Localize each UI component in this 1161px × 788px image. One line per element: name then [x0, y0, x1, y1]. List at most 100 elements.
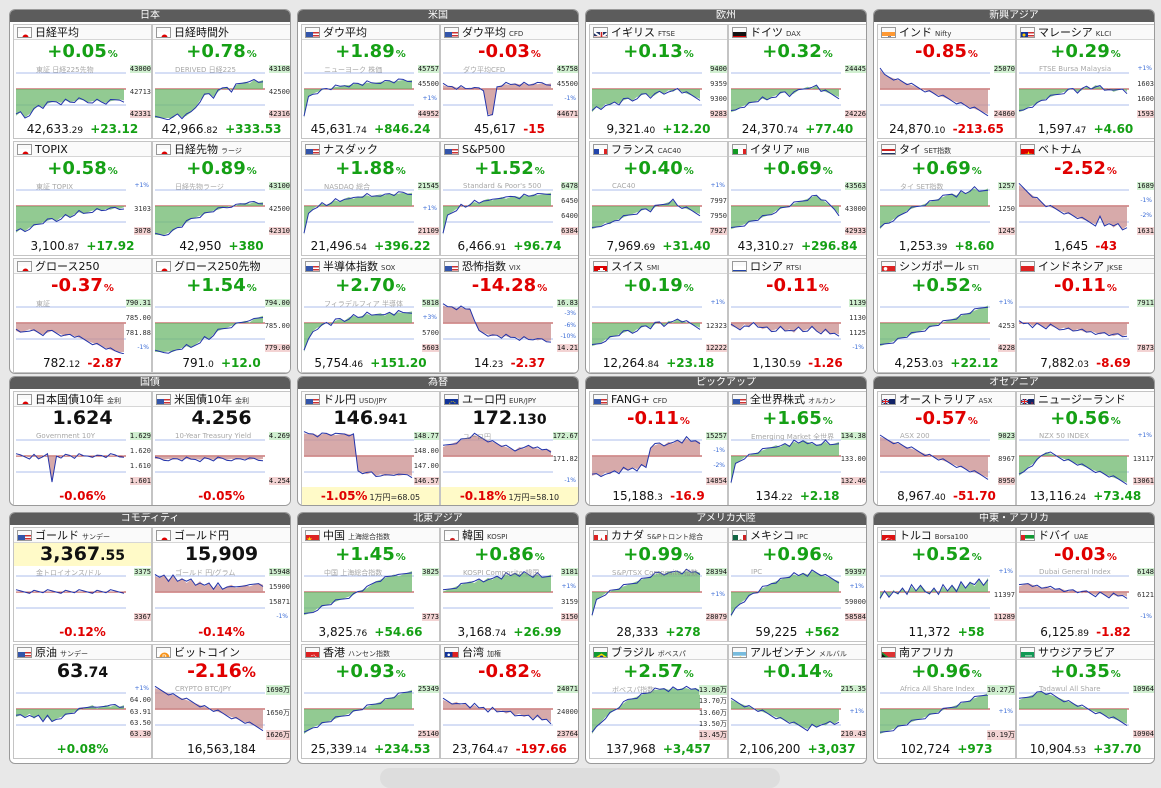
chart-watermark: ダウ平均CFD — [463, 66, 506, 74]
market-tile[interactable]: アルゼンチン メルバル 215.35 +1% 210.43 +0.14% 2,106,200… — [728, 644, 866, 759]
percent-sign: % — [530, 49, 541, 60]
market-tile[interactable]: サウジアラビア 10964 10904 +0.35% 10,904.53 +37.70 T… — [1016, 644, 1154, 759]
market-tile[interactable]: 恐怖指数 VIX 16.83 -3% -6% -10% 14.21 -14.28% 14.23 … — [440, 258, 578, 373]
change-percent: -0.11% — [590, 407, 727, 430]
y-axis-label: 6148 — [1137, 568, 1154, 576]
market-tile[interactable]: S&P500 6478 6450 6400 6384 +1.52% 6,466.91 +96… — [440, 141, 578, 256]
chart-area-box: 43108 42500 42316 — [153, 63, 290, 120]
market-tile[interactable]: シンガポール STI +1% 4253 4228 +0.52% 4,253.03 +22.1… — [877, 258, 1016, 373]
market-tile[interactable]: 全世界株式 オルカン 134.38 133.00 132.46 +1.65% 134.22 … — [728, 391, 866, 505]
market-tile[interactable]: TOPIX +1% 3103 3078 +0.58% 3,100.87 +17.92 東証 … — [13, 141, 152, 256]
y-axis-label: 6384 — [561, 227, 578, 235]
market-tile[interactable]: ベトナム 1689 -1% -2% 1631 -2.52% 1,645 -43 — [1016, 141, 1154, 256]
market-tile[interactable]: グロース250 790.31 785.00 781.88 -1% -0.37% 782.12… — [13, 258, 152, 373]
us-flag-icon — [593, 394, 608, 405]
chart-watermark: タイ SET指数 — [900, 183, 944, 191]
market-tile[interactable]: 米国債10年 金利 4.269 4.254 4.256 -0.05% 10-Year Tre… — [152, 391, 290, 505]
chart-watermark: ユーロ円 — [463, 433, 491, 441]
market-tile[interactable]: インドネシア JKSE 7911 7873 -0.11% 7,882.03 -8.69 — [1016, 258, 1154, 373]
market-tile[interactable]: 韓国 KOSPI 3181 +1% 3159 3150 +0.86% 3,168.74 +26… — [440, 527, 578, 642]
market-tile[interactable]: 日本国債10年 金利 1.629 1.620 1.610 1.601 1.624 -0.06%… — [13, 391, 152, 505]
scroll-handle[interactable] — [380, 768, 780, 788]
market-tile[interactable]: ゴールド サンデー 3375 3367 3,367.55 -0.12% 金トロイオンス/ドル — [13, 527, 152, 642]
price-footer: 3,825.76 +54.66 — [302, 623, 439, 641]
market-tile[interactable]: ブラジル ボベスパ 13.80万 13.70万 13.60万 13.50万 13.45万 +2… — [589, 644, 728, 759]
price-chart — [591, 306, 702, 347]
tile-name-text: ビットコイン — [174, 646, 240, 659]
y-axis-label: 42500 — [268, 87, 290, 96]
market-tile[interactable]: ニュージーランド +1% 13117 13061 +0.56% 13,116.24 +73… — [1016, 391, 1154, 505]
y-axis-label: 171.82 — [552, 454, 578, 463]
market-tile[interactable]: ロシア RTSI 1139 1130 1125 -1% -0.11% 1,130.59 -1.… — [728, 258, 866, 373]
market-tile[interactable]: 台湾 加権 24071 24000 23764 -0.82% 23,764.47 -197.… — [440, 644, 578, 759]
market-tile[interactable]: イタリア MIB 43563 43000 42933 +0.69% 43,310.27 +2… — [728, 141, 866, 256]
tile-name-text: 日経平均 — [35, 26, 79, 39]
y-axis-label: 42310 — [268, 227, 290, 235]
y-axis-label: 25070 — [993, 65, 1015, 73]
price-main: 8,967 — [897, 489, 932, 503]
btc-flag-icon: B — [156, 647, 171, 658]
tile-header: ゴールド サンデー — [14, 528, 151, 543]
market-tile[interactable]: ゴールド円 15948 15900 15871 -1% 15,909 -0.14% ゴールド … — [152, 527, 290, 642]
price-main: 3,168 — [457, 625, 492, 639]
percent-sign: % — [683, 669, 694, 680]
price-change: +26.99 — [509, 625, 562, 639]
change-percent: -0.57% — [878, 407, 1015, 430]
y-axis-label: 42933 — [844, 227, 866, 235]
market-tile[interactable]: FANG+ CFD 15257 -1% -2% 14854 -0.11% 15,188.3 -… — [589, 391, 728, 505]
market-tile[interactable]: マレーシア KLCI +1% 1603 1600 1593 +0.29% 1,597.47 +… — [1016, 24, 1154, 139]
chart-area — [443, 305, 551, 342]
market-tile[interactable]: 中国 上海総合指数 3825 3773 +1.45% 3,825.76 +54.66 中国 … — [301, 527, 440, 642]
market-tile[interactable]: ドイツ DAX 24445 24226 +0.32% 24,370.74 +77.40 — [728, 24, 866, 139]
tile-subname: USD/JPY — [359, 397, 387, 405]
market-tile[interactable]: 南アフリカ 10.27万 +1% 10.19万 +0.96% 102,724 +973 Af… — [877, 644, 1016, 759]
market-tile[interactable]: イギリス FTSE 9400 9359 9300 9283 +0.13% 9,321.40 +… — [589, 24, 728, 139]
chart-area-box: 43000 42713 42331 — [14, 63, 151, 120]
market-tile[interactable]: インド Nifty 25070 24860 -0.85% 24,870.10 -213.6… — [877, 24, 1016, 139]
change-percent-value: +0.32 — [762, 41, 822, 62]
market-tile[interactable]: 日経先物 ラージ 43100 42500 42310 +0.89% 42,950 +380 日… — [152, 141, 290, 256]
market-tile[interactable]: ダウ平均 CFD 45758 45500 -1% 44671 -0.03% 45,617 -1… — [440, 24, 578, 139]
market-tile[interactable]: 日経平均 43000 42713 42331 +0.05% 42,633.29 +23.1… — [13, 24, 152, 139]
y-axis-label: 1130 — [849, 314, 866, 322]
chart-area-box: 45758 45500 -1% 44671 — [441, 63, 578, 120]
market-tile[interactable]: ドバイ UAE 6148 6121 -1% -0.03% 6,125.89 -1.82 Dub… — [1016, 527, 1154, 642]
price-decimal: .47 — [1072, 126, 1087, 136]
region-panel: 為替 ドル円 USD/JPY 148.77 148.00 147.00 146.57 146.… — [297, 376, 579, 506]
market-tile[interactable]: メキシコ IPC 59397 +1% 59000 58584 +0.96% 59,225 +5… — [728, 527, 866, 642]
market-tile[interactable]: ユーロ円 EUR/JPY 172.67 171.82 -1% 172.130 -0.18% 1… — [440, 391, 578, 505]
market-tile[interactable]: カナダ S&Pトロント総合 28394 +1% 28079 +0.99% 28,333 +2… — [589, 527, 728, 642]
market-tile[interactable]: 香港 ハンセン指数 25349 25140 +0.93% 25,339.14 +234.5… — [301, 644, 440, 759]
market-tile[interactable]: スイス SMI +1% 12323 12222 +0.19% 12,264.84 +23.1… — [589, 258, 728, 373]
chart-area-box: 43563 43000 42933 — [729, 180, 866, 237]
price-chart — [154, 189, 265, 237]
market-tile[interactable]: オーストラリア ASX 9023 8967 8950 -0.57% 8,967.40 -51… — [877, 391, 1016, 505]
price-main: 5,754 — [314, 356, 349, 370]
y-axis-label: +1% — [998, 707, 1013, 715]
change-percent: -0.06% — [59, 489, 106, 503]
market-tile[interactable]: フランス CAC40 +1% 7997 7950 7927 +0.40% 7,969.69 +… — [589, 141, 728, 256]
chart-line — [442, 303, 552, 343]
chart-area-box: 43100 42500 42310 — [153, 180, 290, 237]
tile-header: グロース250 — [14, 259, 151, 274]
market-tile[interactable]: グロース250先物 794.00 785.00 779.00 +1.54% 791.0 +… — [152, 258, 290, 373]
tile-subname: 加権 — [487, 650, 501, 658]
tile-name-text: 香港 — [323, 646, 345, 659]
market-tile[interactable]: 原油 サンデー +1% 64.00 63.91 63.50 63.30 63.74 +0.08% — [13, 644, 152, 759]
us-flag-icon — [732, 394, 747, 405]
y-axis-label: 6121 — [1137, 590, 1154, 599]
market-tile[interactable]: ナスダック 21545 +1% 21109 +1.88% 21,496.54 +396.2… — [301, 141, 440, 256]
price-change: -213.65 — [948, 122, 1004, 136]
chart-line — [591, 318, 701, 345]
market-tile[interactable]: ドル円 USD/JPY 148.77 148.00 147.00 146.57 146.94… — [301, 391, 440, 505]
price-chart — [591, 568, 702, 617]
market-tile[interactable]: 日経時間外 43108 42500 42316 +0.78% 42,966.82 +333… — [152, 24, 290, 139]
market-tile[interactable]: トルコ Borsa100 +1% 11397 11289 +0.52% 11,372 +58 — [877, 527, 1016, 642]
tile-name-text: グロース250先物 — [174, 260, 261, 273]
price-main: 102,724 — [900, 742, 951, 756]
market-tile[interactable]: タイ SET指数 1257 1250 1245 +0.69% 1,253.39 +8.60 タ… — [877, 141, 1016, 256]
market-tile[interactable]: 半導体指数 SOX 5818 +3% 5700 5603 +2.70% 5,754.46 +1… — [301, 258, 440, 373]
change-percent-value: +0.05 — [47, 41, 107, 62]
market-tile[interactable]: B ビットコイン 1698万 1650万 1626万 -2.16% 16,563,184 CR… — [152, 644, 290, 759]
market-tile[interactable]: ダウ平均 45757 45500 +1% 44952 +1.89% 45,631.74 +8… — [301, 24, 440, 139]
